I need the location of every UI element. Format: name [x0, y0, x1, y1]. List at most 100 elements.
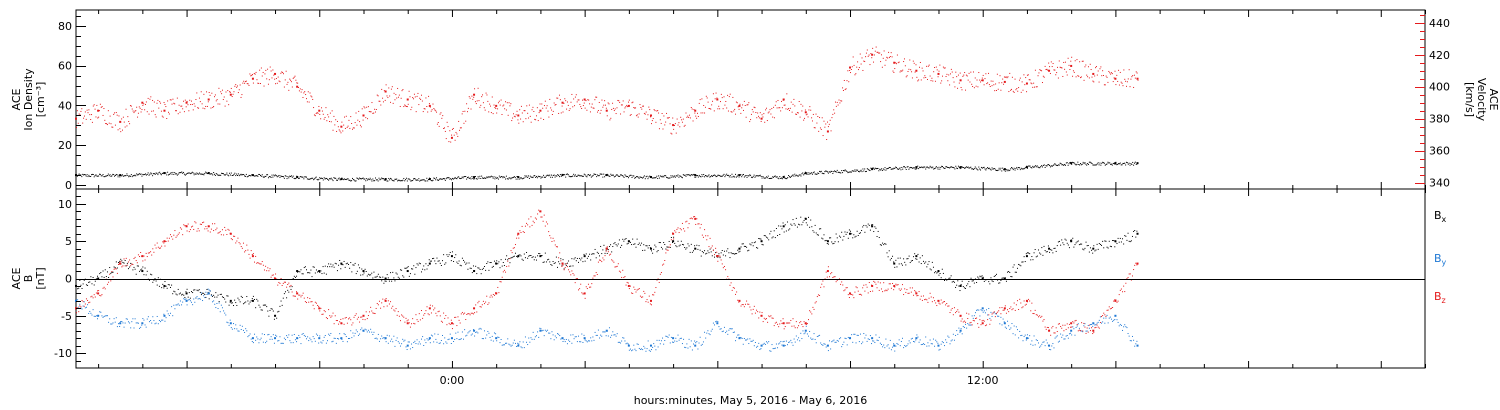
top-scatter-dot	[200, 173, 202, 175]
bottom-data-point	[75, 299, 77, 302]
bottom-scatter-dot	[450, 260, 452, 262]
bottom-scatter-dot	[522, 341, 524, 343]
top-scatter-dot	[738, 176, 740, 178]
top-scatter-dot	[81, 176, 83, 178]
bottom-scatter-dot	[290, 284, 292, 286]
top-scatter-dot	[238, 89, 240, 91]
bottom-scatter-dot	[236, 240, 238, 242]
top-scatter-dot	[690, 107, 692, 109]
bottom-data-point	[826, 270, 829, 273]
top-scatter-dot	[451, 134, 453, 136]
bottom-scatter-dot	[188, 292, 190, 294]
top-scatter-dot	[825, 123, 827, 125]
top-scatter-dot	[1025, 166, 1027, 168]
bottom-scatter-dot	[81, 287, 83, 289]
top-scatter-dot	[1133, 162, 1135, 164]
top-scatter-dot	[473, 178, 475, 180]
top-scatter-dot	[574, 105, 576, 107]
top-scatter-dot	[824, 171, 826, 173]
bottom-scatter-dot	[430, 260, 432, 262]
top-scatter-dot	[1110, 72, 1112, 74]
bottom-scatter-dot	[177, 233, 179, 235]
bottom-scatter-dot	[500, 281, 502, 283]
top-scatter-dot	[87, 112, 89, 114]
bottom-scatter-dot	[440, 265, 442, 267]
bottom-scatter-dot	[477, 332, 479, 334]
top-scatter-dot	[361, 177, 363, 179]
top-scatter-dot	[558, 112, 560, 114]
top-scatter-dot	[647, 178, 649, 180]
bottom-data-point	[428, 337, 431, 340]
top-scatter-dot	[531, 176, 533, 178]
top-scatter-dot	[1096, 163, 1098, 165]
top-scatter-dot	[1088, 161, 1090, 163]
bottom-scatter-dot	[878, 237, 880, 239]
bottom-scatter-dot	[593, 339, 595, 341]
top-scatter-dot	[575, 94, 577, 96]
top-scatter-dot	[358, 178, 360, 180]
bottom-scatter-dot	[537, 255, 539, 257]
bottom-scatter-dot	[133, 258, 135, 260]
bottom-scatter-dot	[277, 311, 279, 313]
top-scatter-dot	[894, 68, 896, 70]
bottom-scatter-dot	[1037, 249, 1039, 251]
bottom-scatter-dot	[237, 297, 239, 299]
bottom-scatter-dot	[163, 313, 165, 315]
bottom-scatter-dot	[401, 343, 403, 345]
bottom-scatter-dot	[540, 255, 542, 257]
top-scatter-dot	[209, 94, 211, 96]
top-scatter-dot	[613, 176, 615, 178]
top-scatter-dot	[572, 106, 574, 108]
top-scatter-dot	[85, 118, 87, 120]
top-scatter-dot	[758, 115, 760, 117]
top-scatter-dot	[1015, 89, 1017, 91]
bottom-scatter-dot	[799, 224, 801, 226]
bottom-scatter-dot	[436, 315, 438, 317]
bottom-scatter-dot	[941, 341, 943, 343]
bottom-scatter-dot	[1049, 251, 1051, 253]
top-scatter-dot	[445, 138, 447, 140]
top-scatter-dot	[478, 177, 480, 179]
bottom-scatter-dot	[479, 306, 481, 308]
top-scatter-dot	[1046, 165, 1048, 167]
bottom-scatter-dot	[1085, 241, 1087, 243]
bottom-scatter-dot	[354, 314, 356, 316]
bottom-scatter-dot	[374, 276, 376, 278]
top-scatter-dot	[551, 176, 553, 178]
bottom-scatter-dot	[160, 321, 162, 323]
bottom-scatter-dot	[278, 340, 280, 342]
bottom-scatter-dot	[1033, 335, 1035, 337]
bottom-scatter-dot	[216, 302, 218, 304]
bottom-scatter-dot	[151, 274, 153, 276]
top-scatter-dot	[1008, 91, 1010, 93]
bottom-scatter-dot	[332, 264, 334, 266]
top-scatter-dot	[257, 82, 259, 84]
top-scatter-dot	[435, 179, 437, 181]
top-scatter-dot	[425, 180, 427, 182]
top-scatter-dot	[92, 105, 94, 107]
top-scatter-dot	[221, 172, 223, 174]
bottom-scatter-dot	[896, 342, 898, 344]
top-scatter-dot	[266, 174, 268, 176]
bottom-scatter-dot	[1070, 239, 1072, 241]
bottom-scatter-dot	[691, 251, 693, 253]
bottom-scatter-dot	[744, 245, 746, 247]
bottom-scatter-dot	[729, 328, 731, 330]
bottom-scatter-dot	[660, 340, 662, 342]
bottom-scatter-dot	[772, 348, 774, 350]
top-scatter-dot	[422, 179, 424, 181]
top-scatter-dot	[842, 87, 844, 89]
bottom-scatter-dot	[122, 262, 124, 264]
top-scatter-dot	[535, 176, 537, 178]
top-scatter-dot	[512, 113, 514, 115]
top-scatter-dot	[1002, 78, 1004, 80]
top-scatter-dot	[572, 175, 574, 177]
bottom-scatter-dot	[93, 284, 95, 286]
bottom-data-point	[915, 337, 918, 340]
bottom-scatter-dot	[281, 304, 283, 306]
top-scatter-dot	[891, 168, 893, 170]
bottom-scatter-dot	[148, 252, 150, 254]
top-scatter-dot	[869, 64, 871, 66]
top-scatter-dot	[600, 109, 602, 111]
top-scatter-dot	[1095, 67, 1097, 69]
